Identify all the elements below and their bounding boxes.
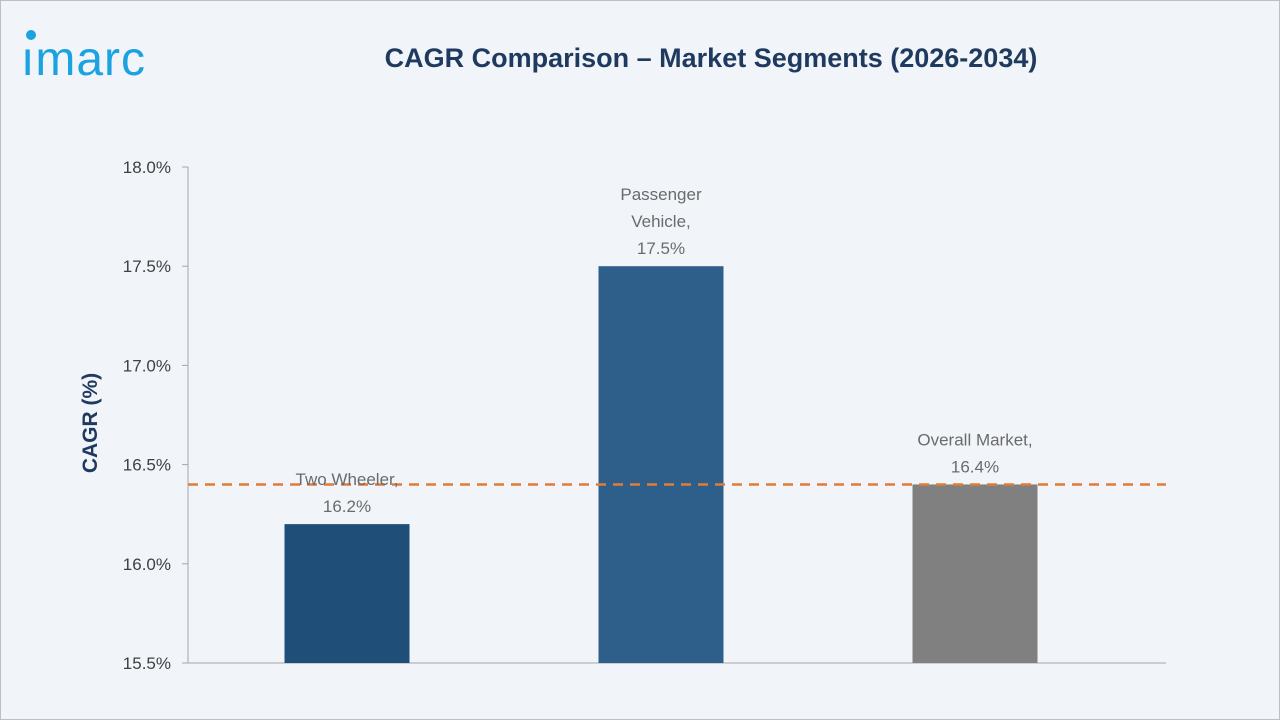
- bar-passenger-vehicle: [598, 266, 724, 663]
- y-tick-label: 15.5%: [123, 654, 171, 673]
- logo-wordmark: ımarc: [21, 33, 146, 86]
- y-tick-label: 17.5%: [123, 257, 171, 276]
- imarc-logo: ımarc: [21, 30, 146, 86]
- bar-overall-market: [912, 484, 1038, 663]
- chart-title: CAGR Comparison – Market Segments (2026-…: [384, 43, 1038, 73]
- y-tick-label: 16.5%: [123, 456, 171, 475]
- y-tick-label: 16.0%: [123, 555, 171, 574]
- y-tick-label: 18.0%: [123, 158, 171, 177]
- data-label: Overall Market,: [917, 430, 1032, 449]
- data-label: Passenger: [620, 185, 702, 204]
- data-label: 17.5%: [637, 239, 685, 258]
- y-axis-title: CAGR (%): [79, 373, 102, 473]
- bar-two-wheeler: [284, 524, 410, 663]
- data-label: Vehicle,: [631, 212, 691, 231]
- data-label: 16.4%: [951, 457, 999, 476]
- data-label: Two Wheeler,: [296, 470, 399, 489]
- data-label: 16.2%: [323, 497, 371, 516]
- logo-dot: [26, 30, 36, 40]
- y-tick-label: 17.0%: [123, 356, 171, 375]
